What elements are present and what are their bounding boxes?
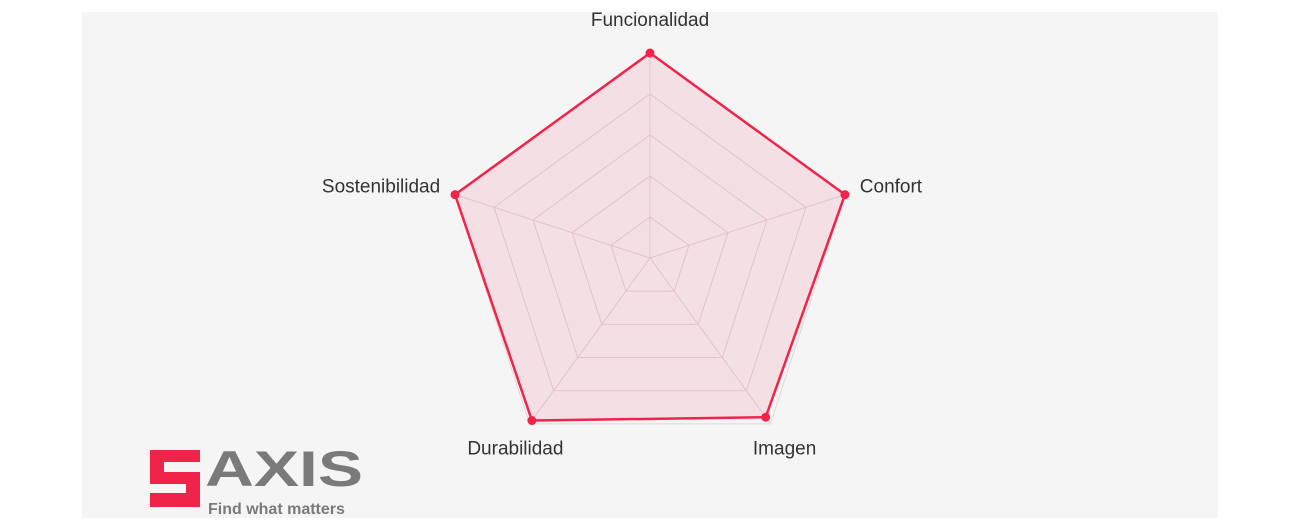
- grid-ring: [610, 216, 690, 292]
- radar-point: [527, 416, 537, 426]
- grid-spoke: [649, 257, 771, 425]
- axis-label: Durabilidad: [467, 438, 563, 459]
- grid-spoke: [649, 194, 846, 259]
- grid-spoke: [529, 257, 651, 425]
- radar-point: [761, 412, 771, 422]
- axis-label: Sostenibilidad: [322, 176, 440, 197]
- radar-area: [453, 51, 847, 422]
- axis-label: Imagen: [753, 438, 816, 459]
- grid-ring: [571, 175, 729, 325]
- axis-label: Funcionalidad: [591, 10, 709, 31]
- logo: AXIS Find what matters: [150, 441, 363, 518]
- axis-label: Confort: [860, 176, 923, 197]
- logo-text: AXIS: [205, 441, 363, 497]
- radar-point: [645, 48, 655, 58]
- radar-point: [840, 190, 850, 200]
- grid-ring: [493, 93, 807, 392]
- grid-ring: [532, 134, 768, 359]
- grid-spoke: [454, 194, 651, 259]
- radar-point: [450, 190, 460, 200]
- logo-tagline: Find what matters: [208, 501, 345, 518]
- logo-mark: [150, 450, 200, 507]
